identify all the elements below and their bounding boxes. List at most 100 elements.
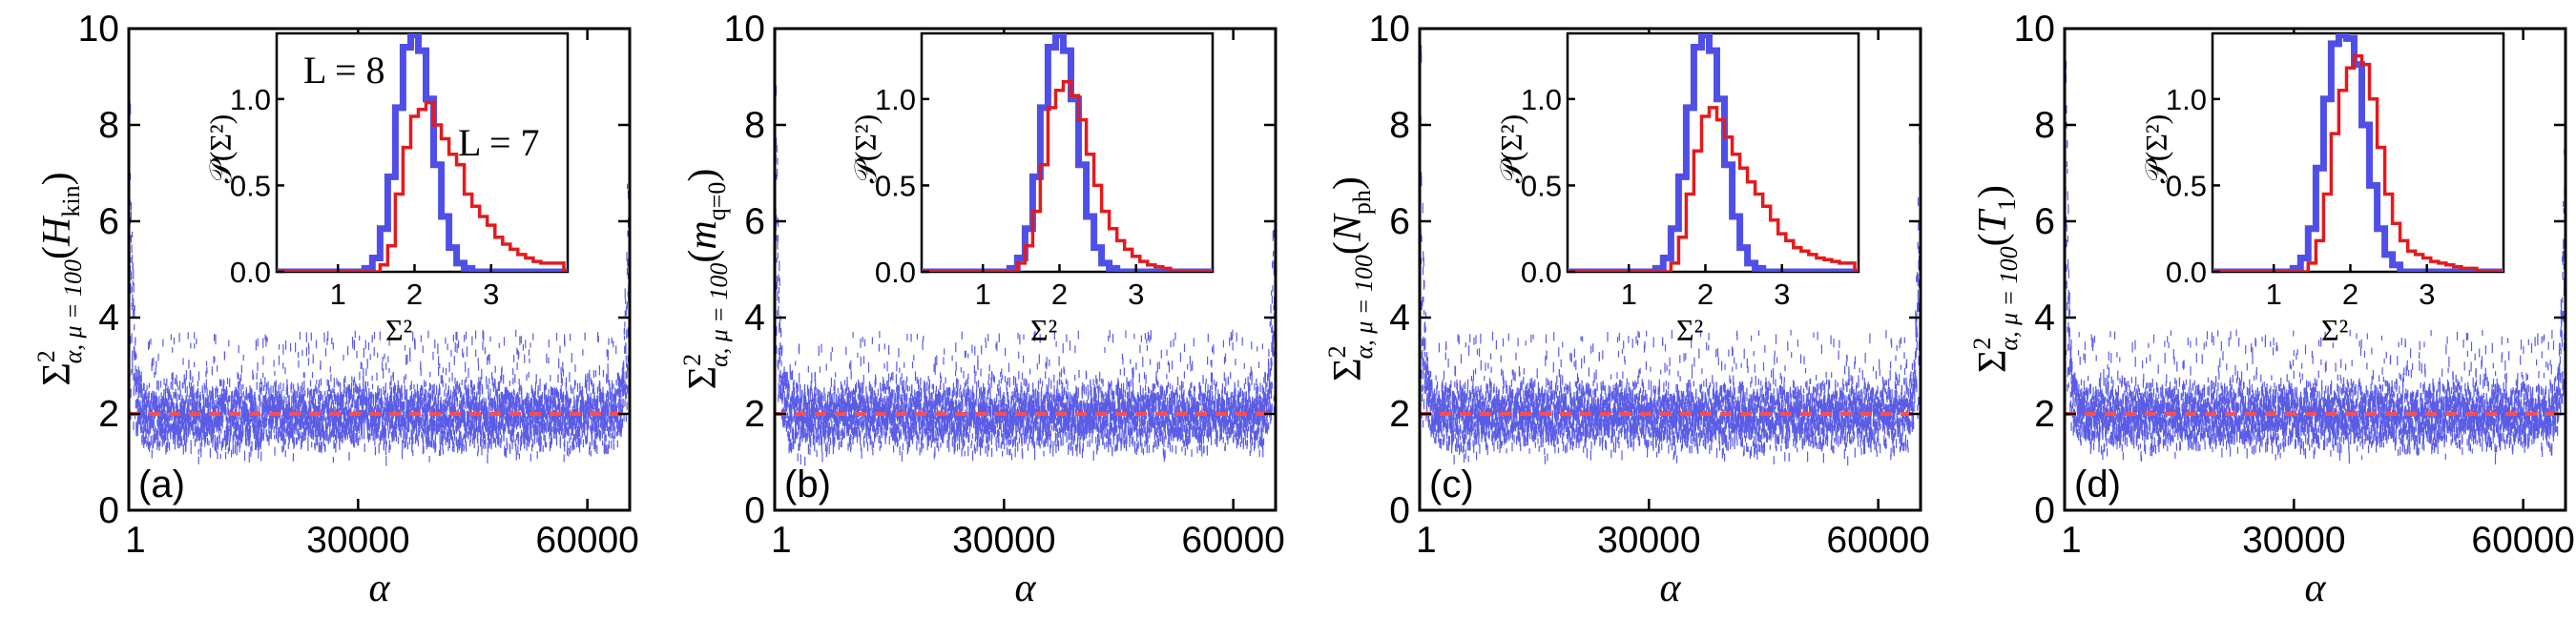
scatter-point bbox=[362, 414, 364, 423]
scatter-point bbox=[562, 391, 565, 397]
scatter-point bbox=[499, 422, 502, 428]
scatter-point bbox=[563, 409, 565, 416]
scatter-point bbox=[345, 386, 347, 393]
scatter-point bbox=[462, 397, 465, 407]
scatter-point bbox=[387, 356, 389, 363]
scatter-point bbox=[492, 434, 494, 444]
scatter-point bbox=[424, 422, 426, 429]
scatter-point bbox=[157, 381, 159, 391]
scatter-point bbox=[546, 427, 548, 434]
scatter-point bbox=[282, 408, 284, 420]
scatter-point bbox=[137, 400, 139, 407]
scatter-point bbox=[437, 420, 439, 428]
scatter-point bbox=[348, 406, 350, 415]
scatter-point bbox=[162, 425, 164, 434]
scatter-point bbox=[264, 422, 266, 428]
scatter-point bbox=[569, 421, 571, 429]
scatter-point bbox=[332, 400, 334, 405]
scatter-point bbox=[606, 424, 608, 432]
scatter-point bbox=[385, 441, 387, 447]
scatter-point bbox=[519, 400, 521, 411]
scatter-point bbox=[141, 435, 143, 443]
scatter-point bbox=[280, 415, 283, 422]
scatter-point bbox=[218, 401, 220, 410]
scatter-point bbox=[270, 419, 272, 426]
scatter-point bbox=[546, 353, 548, 363]
scatter-point bbox=[603, 399, 605, 406]
scatter-point bbox=[604, 425, 606, 435]
scatter-point bbox=[362, 388, 364, 398]
scatter-point bbox=[378, 392, 380, 401]
scatter-point bbox=[371, 383, 374, 390]
scatter-point bbox=[400, 430, 402, 438]
scatter-point bbox=[529, 410, 530, 418]
scatter-point bbox=[190, 443, 192, 455]
scatter-point bbox=[459, 429, 461, 436]
scatter-point bbox=[465, 422, 467, 428]
scatter-point bbox=[284, 412, 287, 419]
scatter-point bbox=[457, 384, 459, 394]
scatter-point bbox=[352, 394, 354, 402]
scatter-point bbox=[160, 381, 162, 388]
scatter-point bbox=[274, 381, 276, 387]
scatter-point bbox=[141, 420, 144, 425]
scatter-point bbox=[357, 422, 360, 431]
scatter-point bbox=[543, 411, 545, 418]
scatter-point bbox=[267, 397, 269, 404]
scatter-point bbox=[185, 370, 187, 381]
scatter-point bbox=[255, 340, 257, 351]
scatter-point bbox=[132, 280, 134, 286]
scatter-point bbox=[320, 360, 322, 370]
scatter-point bbox=[528, 406, 530, 416]
scatter-point bbox=[166, 378, 168, 386]
scatter-point bbox=[405, 374, 406, 381]
scatter-point bbox=[152, 435, 154, 446]
scatter-point bbox=[195, 400, 197, 408]
scatter-point bbox=[556, 436, 558, 446]
scatter-point bbox=[575, 411, 577, 422]
scatter-point bbox=[590, 392, 592, 402]
scatter-point bbox=[152, 390, 154, 401]
scatter-point bbox=[482, 422, 484, 432]
scatter-point bbox=[232, 404, 234, 410]
scatter-point bbox=[322, 416, 323, 425]
scatter-point bbox=[445, 414, 447, 422]
scatter-point bbox=[280, 404, 281, 410]
scatter-point bbox=[485, 440, 487, 449]
scatter-point bbox=[491, 376, 493, 386]
scatter-point bbox=[228, 408, 230, 417]
scatter-point bbox=[401, 384, 403, 396]
scatter-point bbox=[193, 403, 195, 414]
scatter-point bbox=[253, 402, 255, 410]
scatter-point bbox=[270, 393, 273, 401]
scatter-point bbox=[361, 423, 363, 435]
scatter-point bbox=[527, 422, 530, 432]
scatter-point bbox=[156, 397, 158, 403]
scatter-point bbox=[423, 394, 425, 402]
scatter-point bbox=[294, 399, 296, 408]
scatter-point bbox=[596, 386, 598, 395]
scatter-point bbox=[459, 386, 461, 393]
scatter-point bbox=[453, 389, 455, 399]
scatter-point bbox=[490, 397, 492, 406]
scatter-point bbox=[234, 389, 236, 399]
scatter-point bbox=[428, 388, 430, 399]
scatter-point bbox=[316, 406, 319, 413]
scatter-point bbox=[450, 350, 452, 357]
scatter-point bbox=[475, 330, 477, 340]
scatter-point bbox=[528, 393, 530, 400]
scatter-point bbox=[223, 381, 225, 386]
scatter-point bbox=[363, 376, 364, 386]
scatter-point bbox=[431, 405, 433, 413]
scatter-point bbox=[266, 382, 268, 391]
scatter-point bbox=[165, 423, 167, 433]
scatter-point bbox=[366, 359, 368, 369]
scatter-point bbox=[313, 429, 315, 441]
scatter-point bbox=[592, 399, 594, 408]
scatter-point bbox=[142, 432, 144, 443]
scatter-point bbox=[287, 406, 289, 418]
scatter-point bbox=[561, 429, 563, 436]
scatter-point bbox=[132, 262, 134, 270]
scatter-point bbox=[384, 390, 386, 401]
scatter-point bbox=[272, 408, 274, 414]
